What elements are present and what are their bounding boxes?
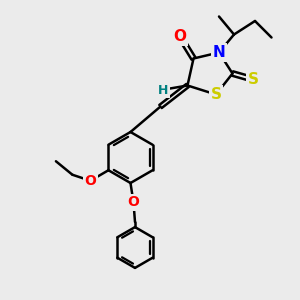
Text: O: O (128, 196, 140, 209)
Text: S: S (248, 72, 259, 87)
Text: N: N (213, 45, 225, 60)
Text: O: O (173, 29, 187, 44)
Text: S: S (211, 87, 221, 102)
Text: O: O (85, 174, 96, 188)
Text: H: H (158, 83, 169, 97)
